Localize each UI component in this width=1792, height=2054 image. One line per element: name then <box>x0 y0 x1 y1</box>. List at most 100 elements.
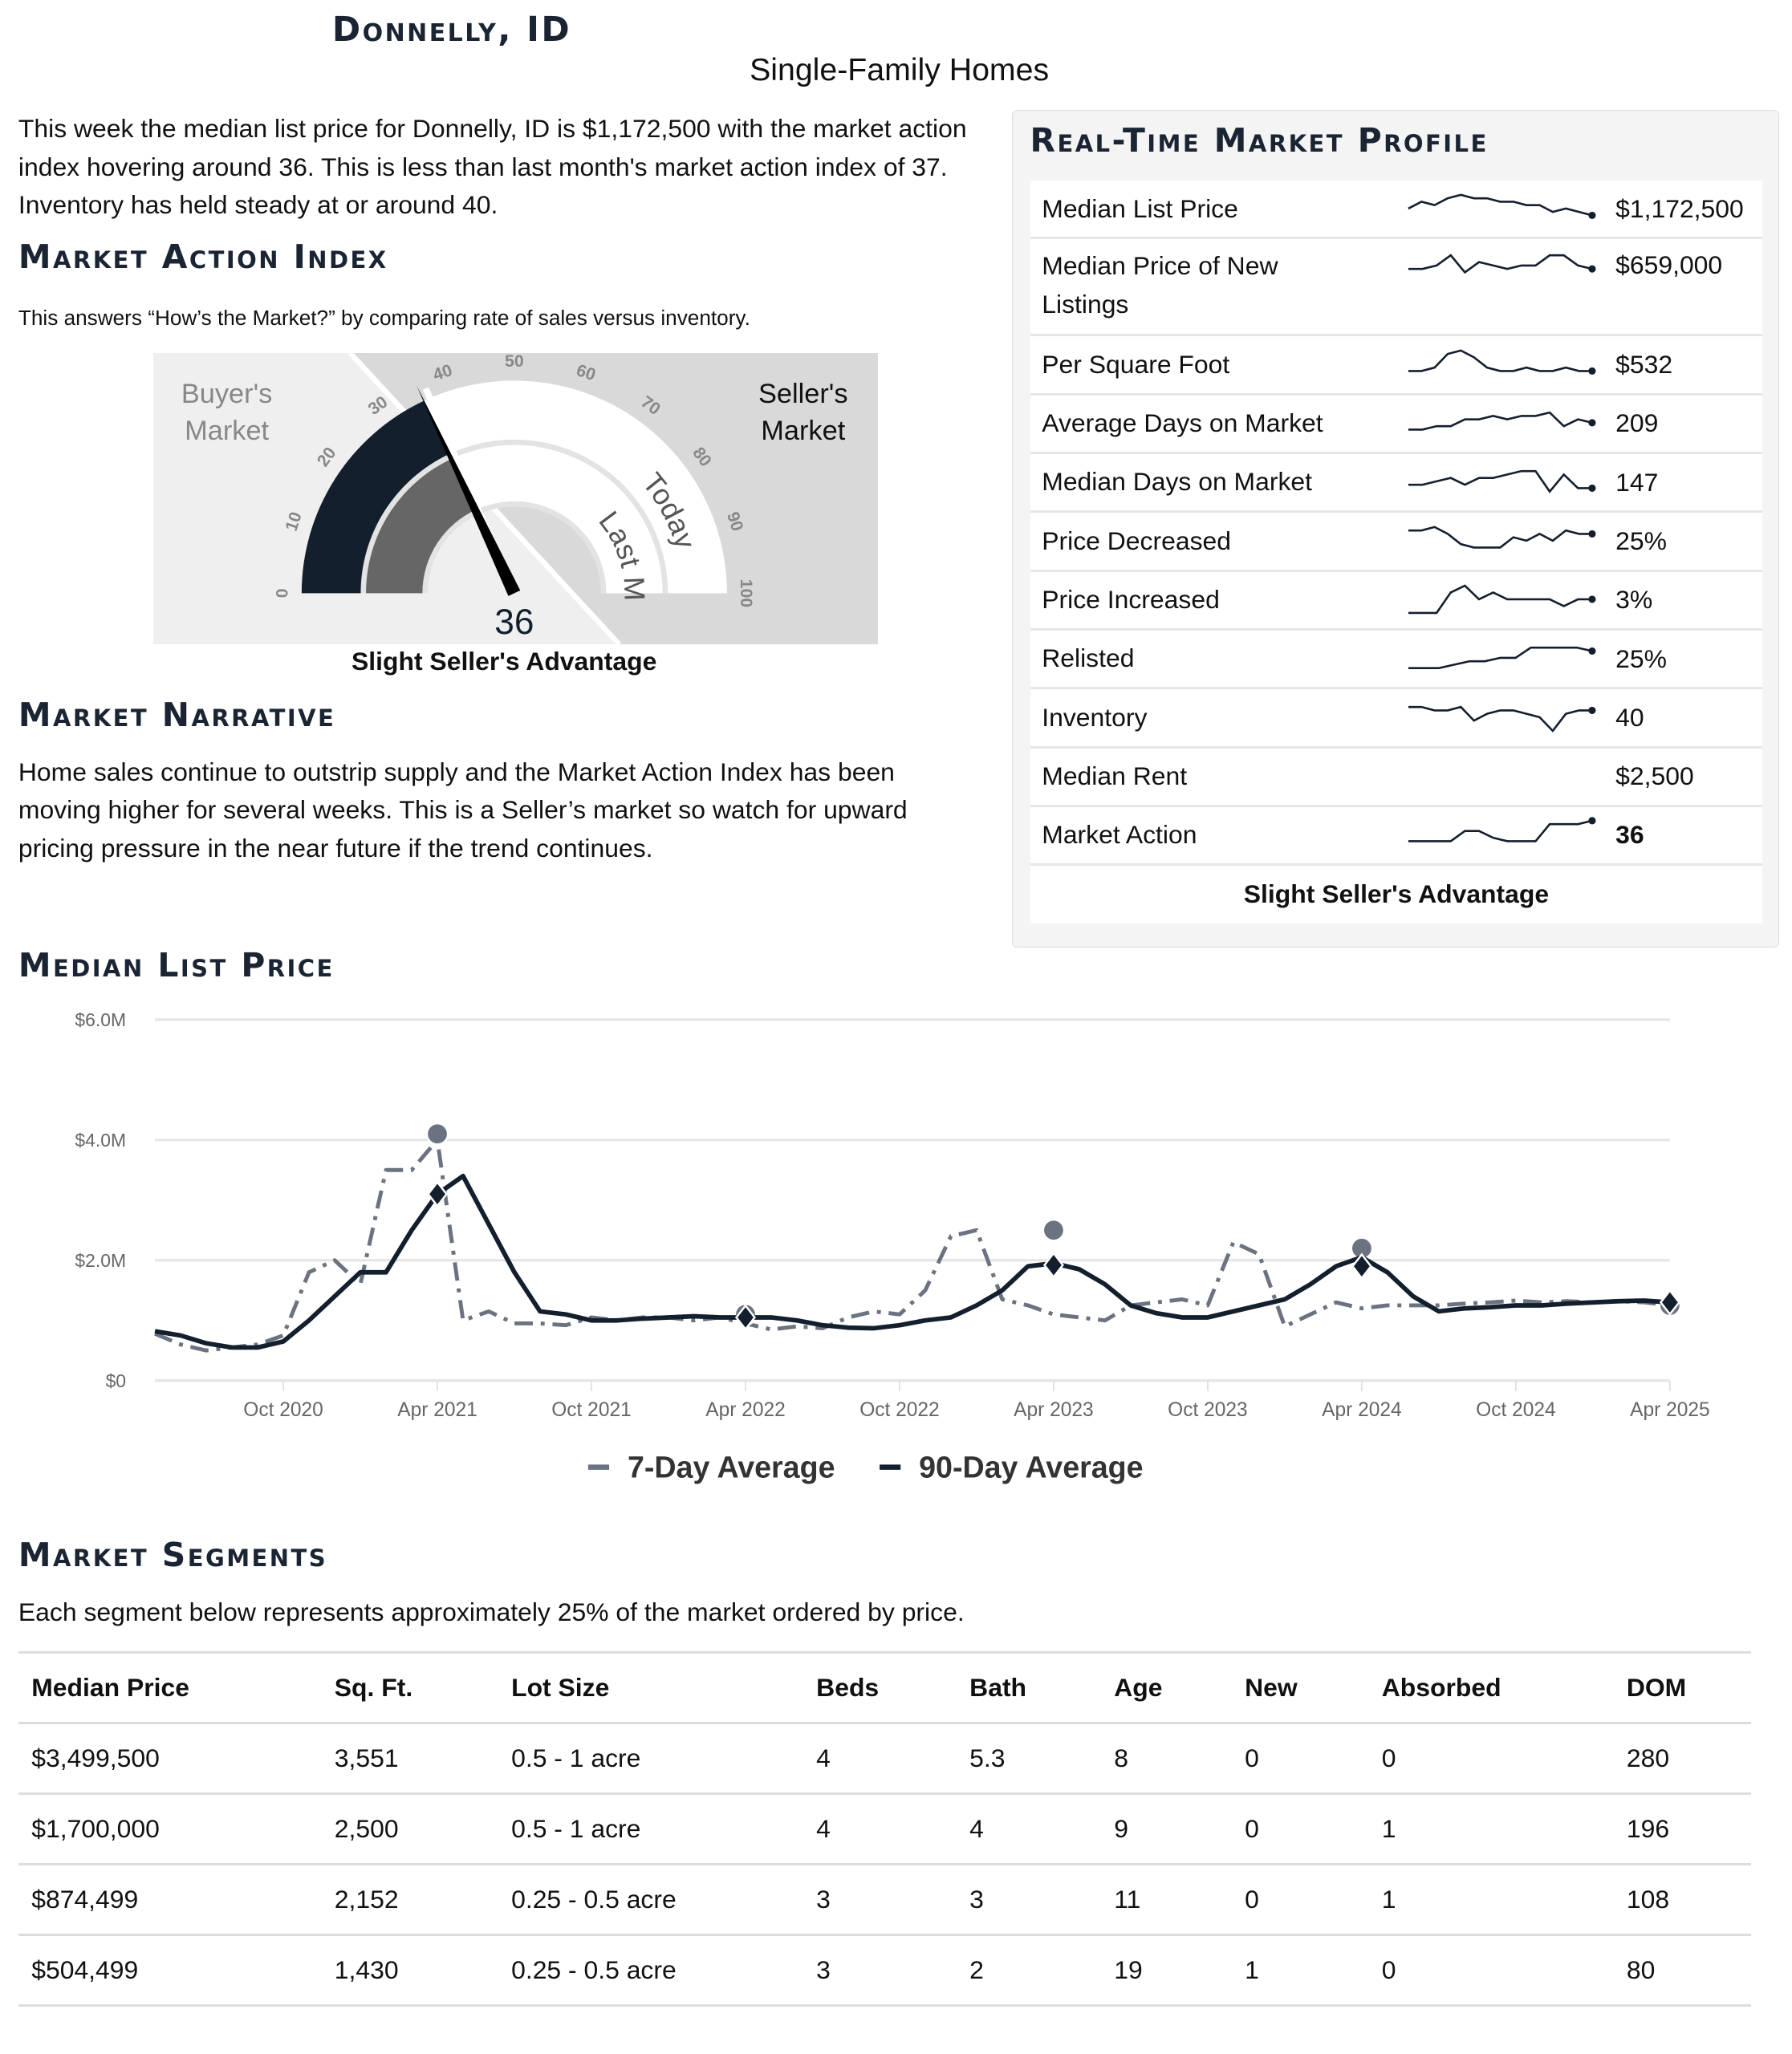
sparkline-end-dot <box>1588 817 1596 825</box>
column-header: Absorbed <box>1368 1650 1614 1724</box>
price-heading: Median List Price <box>18 946 335 985</box>
table-cell: 1 <box>1368 1793 1614 1866</box>
x-tick-label: Oct 2024 <box>1476 1399 1556 1421</box>
profile-row: Per Square Foot $532 <box>1030 336 1763 396</box>
profile-row-label: Median Days on Market <box>1042 467 1313 497</box>
sellers-market-label: Market <box>762 416 846 446</box>
table-cell: 2,500 <box>321 1793 498 1866</box>
sparkline-path <box>1408 193 1593 217</box>
profile-row-label: Per Square Foot <box>1042 349 1230 379</box>
table-cell: 1 <box>1368 1864 1614 1937</box>
profile-row-value: 147 <box>1615 467 1659 497</box>
legend-item: 90-Day Average <box>919 1451 1143 1484</box>
data-marker-diamond <box>1351 1252 1372 1281</box>
table-cell: 0.25 - 0.5 acre <box>498 1934 803 2007</box>
profile-row-value: $1,172,500 <box>1615 193 1744 223</box>
x-tick-label: Oct 2023 <box>1168 1399 1248 1421</box>
column-header: Bath <box>956 1650 1101 1724</box>
profile-row: Inventory 40 <box>1030 689 1763 749</box>
sparkline-end-dot <box>1588 530 1596 538</box>
y-tick-label: $0 <box>106 1370 126 1391</box>
table-cell: $1,700,000 <box>18 1793 322 1866</box>
column-header: Sq. Ft. <box>321 1650 498 1724</box>
profile-row: Price Decreased 25% <box>1030 513 1763 572</box>
today-fill <box>302 400 449 594</box>
sparkline <box>1408 411 1596 431</box>
series-line-90-day <box>154 1174 1671 1350</box>
sparkline-path <box>1408 526 1592 549</box>
data-marker-circle <box>425 1122 449 1146</box>
gauge-value: 36 <box>495 603 534 642</box>
sparkline <box>1408 526 1596 549</box>
table-cell: 8 <box>1100 1723 1232 1796</box>
table-row: $504,499 1,430 0.25 - 0.5 acre 3 2 19 1 0 80 <box>18 1934 1752 2007</box>
table-header-row: Median Price Sq. Ft. Lot Size Beds Bath Age Ne… <box>18 1650 1752 1724</box>
page-title: Donnelly, ID <box>331 10 572 51</box>
sparkline <box>1408 817 1596 842</box>
sparkline-path <box>1408 411 1592 431</box>
segments-description: Each segment below represents approximat… <box>18 1597 965 1626</box>
sparkline <box>1408 705 1596 733</box>
series-line-7-day <box>154 1138 1671 1353</box>
sparkline-path <box>1408 349 1592 372</box>
profile-row-value: 36 <box>1615 820 1644 850</box>
profile-row-value: 209 <box>1615 408 1659 438</box>
gauge-tick-label: 50 <box>505 353 524 371</box>
mai-description: This answers “How’s the Market?” by comp… <box>18 306 750 331</box>
table-cell: 0 <box>1231 1723 1369 1796</box>
sellers-market-label: Seller's <box>758 379 848 409</box>
profile-row: Relisted 25% <box>1030 631 1763 690</box>
today-needle <box>417 385 521 596</box>
x-tick-label: Oct 2022 <box>859 1399 940 1421</box>
buyers-market-label: Market <box>185 416 270 446</box>
gauge-tick-label: 0 <box>273 589 292 599</box>
legend-item: 7-Day Average <box>628 1451 835 1484</box>
buyers-market-label: Buyer's <box>181 379 272 409</box>
data-marker-diamond <box>734 1304 756 1331</box>
table-cell: 0 <box>1368 1723 1614 1796</box>
profile-row: Median Price of New Listings $659,000 <box>1030 239 1763 337</box>
x-tick-label: Apr 2025 <box>1630 1399 1709 1421</box>
profile-row-label: Market Action <box>1042 820 1197 850</box>
sparkline <box>1408 470 1596 494</box>
profile-row-value: 3% <box>1615 585 1653 615</box>
data-marker-diamond <box>426 1180 449 1208</box>
table-cell: 3 <box>803 1864 957 1937</box>
data-marker-diamond <box>1042 1252 1064 1279</box>
table-cell: 280 <box>1613 1723 1752 1796</box>
profile-row-label: Price Increased <box>1042 584 1220 614</box>
narrative-heading: Market Narrative <box>18 696 336 735</box>
sparkline <box>1408 584 1596 615</box>
table-cell: 11 <box>1100 1864 1232 1937</box>
profile-row-value: 40 <box>1615 702 1644 732</box>
market-profile-card: Real-Time Market Profile Median List Pri… <box>1012 110 1779 948</box>
sparkline-path <box>1408 584 1592 615</box>
table-cell: 0.5 - 1 acre <box>498 1723 803 1796</box>
gauge-tick-label: 100 <box>738 579 757 607</box>
segments-heading: Market Segments <box>18 1536 328 1574</box>
sparkline-end-dot <box>1588 647 1596 656</box>
profile-row-label: Median Price of New Listings <box>1042 251 1278 319</box>
sparkline-path <box>1408 470 1592 494</box>
profile-row-label: Median Rent <box>1042 761 1188 790</box>
sparkline <box>1408 349 1596 375</box>
profile-row-value: $659,000 <box>1615 250 1723 279</box>
table-cell: 3 <box>956 1864 1101 1937</box>
table-row: $1,700,000 2,500 0.5 - 1 acre 4 4 9 0 1 196 <box>18 1793 1752 1866</box>
x-tick-label: Oct 2021 <box>551 1399 632 1421</box>
table-cell: 19 <box>1100 1934 1232 2007</box>
intro-text: This week the median list price for Donn… <box>18 114 967 220</box>
profile-row-value: $532 <box>1615 349 1673 379</box>
y-tick-label: $6.0M <box>75 1009 126 1030</box>
sparkline-end-dot <box>1588 419 1596 427</box>
profile-row-value: 25% <box>1615 526 1667 555</box>
profile-row-label: Average Days on Market <box>1042 408 1323 437</box>
data-marker-diamond <box>1659 1289 1680 1317</box>
table-cell: 0 <box>1231 1864 1369 1937</box>
mai-verdict: Slight Seller's Advantage <box>351 647 657 676</box>
table-cell: 3,551 <box>321 1723 498 1796</box>
sparkline-path <box>1408 819 1592 842</box>
x-tick-label: Apr 2021 <box>397 1399 477 1421</box>
sparkline-end-dot <box>1588 485 1596 493</box>
